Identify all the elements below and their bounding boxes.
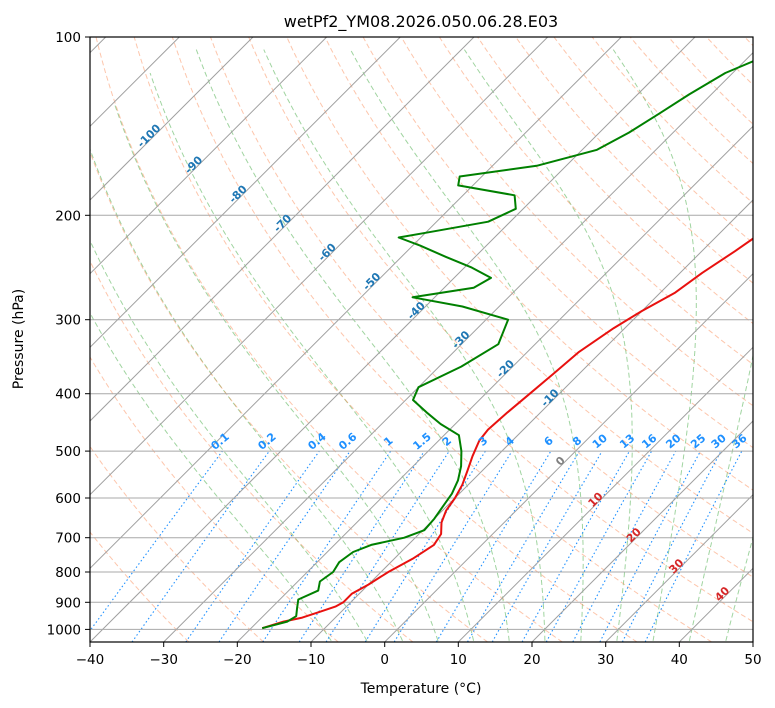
- dry-adiabat: [133, 37, 638, 642]
- chart-title: wetPf2_YM08.2026.050.06.28.E03: [284, 12, 558, 32]
- dry-adiabat: [248, 37, 753, 578]
- moist-adiabat: [90, 147, 403, 642]
- dry-adiabats: [90, 37, 753, 642]
- isotherm-line: [90, 37, 696, 642]
- sounding-series: [261, 60, 753, 630]
- y-tick-label: 700: [55, 531, 81, 547]
- isotherm-line: [90, 37, 549, 496]
- x-tick-label: 10: [450, 652, 467, 668]
- x-tick-label: 40: [671, 652, 688, 668]
- plot-frame: [89, 36, 754, 643]
- isotherm-line: [531, 420, 753, 642]
- dry-adiabat: [400, 37, 753, 407]
- isotherm-line: [457, 346, 753, 642]
- dewpoint-trace: [261, 60, 753, 630]
- y-tick-label: 400: [55, 387, 81, 403]
- moist-adiabat: [612, 49, 697, 641]
- y-tick-label: 800: [55, 565, 81, 581]
- y-tick-label: 200: [55, 208, 81, 224]
- pressure-gridlines: [90, 37, 753, 630]
- isotherm-grid: [90, 37, 753, 642]
- moist-adiabat: [90, 239, 368, 642]
- isotherm-line: [90, 37, 622, 570]
- isotherm-line: [384, 272, 753, 642]
- isotherm-line: [310, 199, 753, 642]
- moist-adiabat: [263, 49, 546, 641]
- x-tick-label: 30: [597, 652, 614, 668]
- dry-adiabat: [90, 150, 488, 642]
- dry-adiabat: [95, 37, 563, 642]
- moist-adiabat: [350, 49, 584, 641]
- mixing-ratio-line: [325, 450, 450, 642]
- y-axis-ticks: 1000 900 800 700 600 500 400 300 200 100: [47, 30, 90, 638]
- mixing-ratio-line: [644, 450, 743, 642]
- dry-adiabat: [90, 356, 339, 642]
- x-tick-label: −40: [76, 652, 105, 668]
- isotherm-line: [90, 37, 254, 201]
- y-tick-label: 900: [55, 595, 81, 611]
- mixing-ratio-line: [545, 450, 653, 642]
- dry-adiabat: [90, 445, 264, 642]
- x-axis-label: Temperature (°C): [360, 681, 482, 697]
- isotherm-line: [90, 37, 475, 422]
- isotherm-line: [605, 493, 753, 642]
- mixing-ratio-line: [572, 450, 677, 642]
- mixing-ratio-line: [90, 450, 223, 632]
- dry-adiabat: [210, 37, 753, 623]
- mixing-ratio-line: [131, 450, 270, 642]
- mixing-ratio-line: [298, 450, 425, 642]
- plot-area: [90, 37, 753, 642]
- x-tick-label: 20: [523, 652, 540, 668]
- x-tick-label: 50: [744, 652, 761, 668]
- x-tick-label: 0: [380, 652, 389, 668]
- mixing-ratio-line: [185, 450, 320, 642]
- isotherm-line: [163, 51, 753, 642]
- y-tick-label: 500: [55, 444, 81, 460]
- x-axis-ticks: −40 −30 −20 −10 0 10 20 30 40 50: [76, 642, 762, 668]
- mixing-ratio-line: [262, 450, 392, 642]
- x-tick-label: −20: [223, 652, 252, 668]
- dry-adiabat: [438, 37, 753, 366]
- moist-adiabat: [149, 72, 474, 641]
- mixing-ratio-line: [393, 450, 513, 642]
- dry-adiabat: [171, 37, 712, 642]
- x-tick-label: −30: [149, 652, 178, 668]
- isotherm-line: [90, 37, 401, 349]
- y-tick-label: 1000: [47, 622, 81, 638]
- moist-adiabat: [725, 535, 753, 641]
- y-axis-label: Pressure (hPa): [11, 289, 27, 389]
- y-tick-label: 600: [55, 491, 81, 507]
- dry-adiabat: [324, 37, 753, 491]
- isotherm-line: [90, 37, 328, 275]
- moist-adiabat: [688, 353, 753, 641]
- x-tick-label: −10: [297, 652, 326, 668]
- temperature-trace: [261, 237, 753, 630]
- mixing-ratio-line: [218, 450, 351, 642]
- dry-adiabat: [90, 531, 190, 642]
- y-tick-label: 300: [55, 313, 81, 329]
- y-tick-label: 100: [55, 30, 81, 46]
- moist-adiabat: [114, 104, 439, 641]
- isotherm-line: [236, 125, 753, 642]
- dry-adiabat: [515, 37, 753, 284]
- mixing-ratio-line: [521, 450, 630, 642]
- moist-adiabat: [90, 311, 332, 642]
- mixing-ratio-lines: [90, 450, 743, 642]
